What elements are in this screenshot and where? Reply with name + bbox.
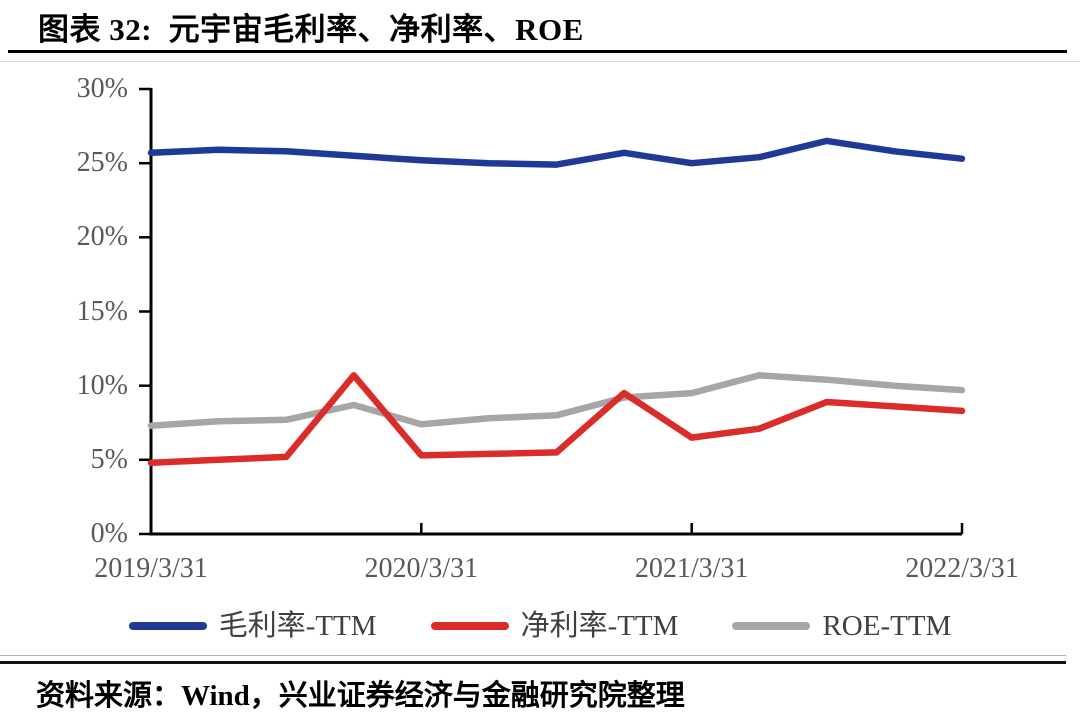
- title-divider-light: [0, 61, 1080, 62]
- net-margin-line-swatch: [430, 622, 509, 630]
- legend-label-gross-margin: 毛利率-TTM: [218, 610, 377, 642]
- footer-divider: [0, 661, 1066, 664]
- x-tick-label: 2019/3/31: [94, 553, 208, 584]
- chart-title: 图表 32: 元宇宙毛利率、净利率、ROE: [38, 12, 584, 47]
- x-tick-label: 2021/3/31: [634, 553, 749, 584]
- data-source-note: 资料来源：Wind，兴业证券经济与金融研究院整理: [36, 680, 685, 712]
- y-tick-label: 0%: [90, 518, 128, 549]
- roe-line-swatch: [732, 622, 811, 630]
- y-tick-label: 10%: [76, 369, 128, 401]
- chart-legend: 毛利率-TTM 净利率-TTM ROE-TTM: [0, 606, 1080, 646]
- legend-label-net-margin: 净利率-TTM: [520, 610, 679, 642]
- legend-item-net-margin: 净利率-TTM: [430, 606, 679, 646]
- legend-item-roe: ROE-TTM: [732, 606, 951, 646]
- legend-label-roe: ROE-TTM: [822, 610, 952, 642]
- x-tick-label: 2022/3/31: [905, 553, 1019, 584]
- line-chart: [139, 87, 966, 536]
- y-tick-label: 20%: [76, 221, 128, 253]
- y-tick-label: 5%: [90, 443, 128, 475]
- gross-margin-line-swatch: [128, 622, 207, 630]
- title-divider: [8, 50, 1067, 53]
- y-tick-label: 25%: [76, 147, 128, 179]
- y-tick-label: 30%: [76, 73, 128, 104]
- legend-item-gross-margin: 毛利率-TTM: [128, 606, 377, 646]
- x-tick-label: 2020/3/31: [364, 553, 479, 584]
- y-tick-label: 15%: [76, 295, 128, 327]
- footer-divider-light: [0, 655, 1066, 656]
